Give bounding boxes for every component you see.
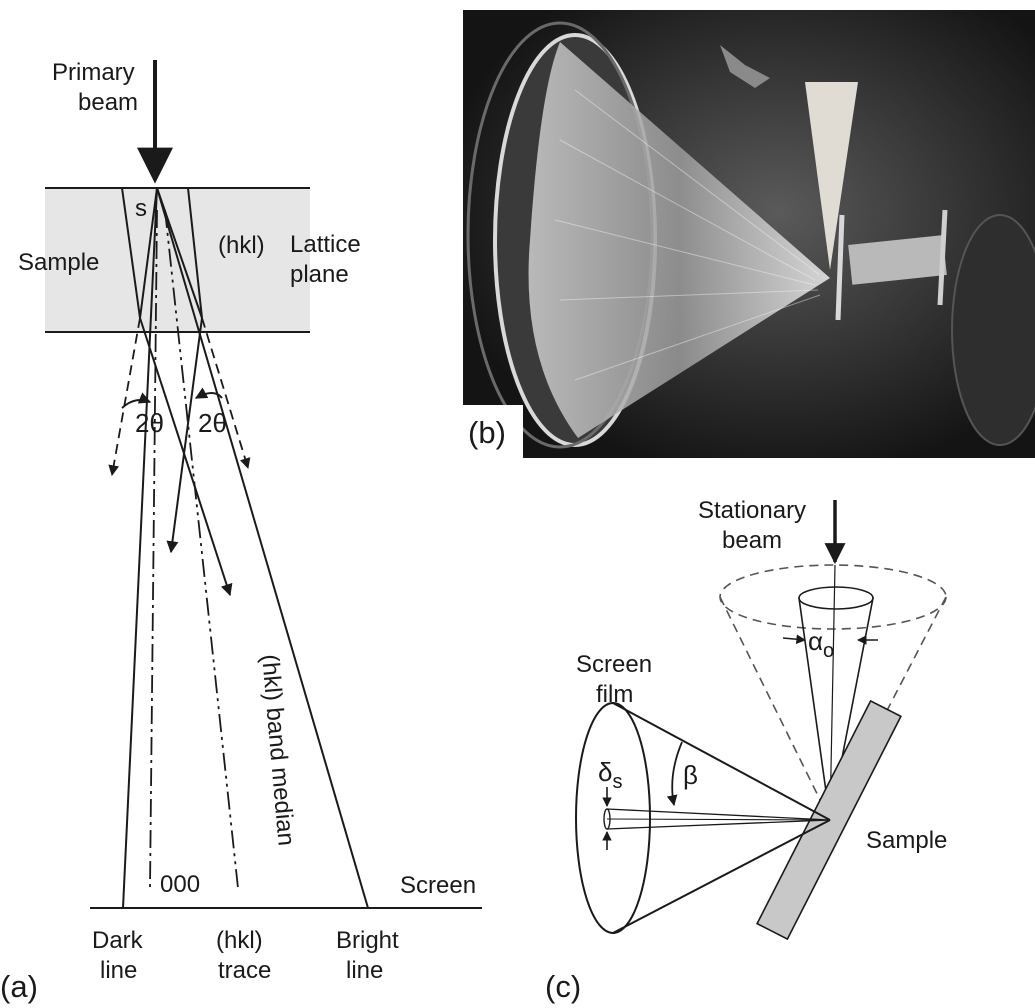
transmitted-ray-left (108, 317, 141, 477)
kikuchi-ray-a (139, 317, 233, 597)
two-theta-arc-right (194, 387, 223, 399)
panel-c: Stationary beam αo Sample δs (545, 497, 947, 1004)
bright-line-label-line1: Bright (336, 927, 399, 954)
screen-label: Screen (400, 872, 476, 899)
photo-right-disc (951, 214, 1035, 446)
photo-holder-plate-left (835, 214, 845, 321)
panel-b-photograph: (b) (463, 10, 1035, 458)
film-axis (606, 818, 831, 821)
beta-arc (666, 741, 683, 807)
two-theta-right-label: 2θ (198, 408, 227, 438)
panel-a-label: (a) (0, 969, 38, 1004)
outer-dashed-cone-right (829, 596, 947, 821)
hkl-trace-label-line2: trace (218, 957, 271, 984)
screen-film-label-line2: film (596, 681, 633, 708)
sample-label: Sample (18, 249, 99, 276)
lattice-plane-left-trace (121, 187, 141, 319)
two-theta-arc-left (121, 392, 152, 409)
lattice-plane-right-trace (187, 187, 203, 319)
sample-label-c: Sample (866, 827, 947, 854)
outer-dashed-cone-left (719, 596, 831, 821)
alpha-arrow-left (782, 634, 806, 644)
beta-label: β (683, 760, 698, 790)
ray-to-dark-line (122, 187, 158, 909)
panel-a: Primary beam s Sample (hkl) Lattice plan… (0, 59, 482, 1004)
alpha-label: αo (808, 626, 834, 662)
band-median-label: (hkl) band median (256, 653, 300, 847)
two-theta-left-label: 2θ (135, 408, 164, 438)
photo-beam-cone (805, 82, 858, 270)
outer-dashed-cone-rim (719, 564, 947, 630)
stationary-beam-label-line2: beam (722, 527, 782, 554)
photo-sample-holder (848, 235, 947, 285)
dark-line-label-line1: Dark (92, 927, 144, 954)
cross-ray-right (156, 187, 203, 319)
transmitted-ray-right (201, 317, 251, 470)
direct-spot-label: 000 (160, 871, 200, 898)
cross-ray-left (139, 187, 158, 319)
ray-to-bright-line (156, 187, 369, 909)
dark-line-label-line2: line (100, 957, 137, 984)
photo-holder-plate-right (937, 209, 948, 306)
direct-beam-line (149, 209, 158, 889)
film-inner-cone-bottom (606, 819, 831, 830)
kikuchi-ray-b (166, 317, 203, 554)
film-inner-cone-top (606, 808, 831, 821)
stationary-beam-label-line1: Stationary (698, 497, 806, 524)
lattice-plane-label-line2: plane (290, 261, 349, 288)
photo-top-fixture (720, 45, 770, 88)
screen-film-label-line1: Screen (576, 651, 652, 678)
photo-cone-texture (554, 89, 821, 381)
inner-cone-rim (798, 586, 874, 610)
primary-beam-label-line1: Primary (52, 59, 135, 86)
screen-film-ellipse (575, 702, 651, 934)
film-cone-bottom (612, 819, 831, 934)
primary-beam-label-line2: beam (78, 89, 138, 116)
lattice-plane-label-line1: Lattice (290, 231, 361, 258)
bright-line-label-line2: line (346, 957, 383, 984)
photo-light-cone (528, 42, 830, 438)
hkl-trace-label-line1: (hkl) (216, 927, 263, 954)
hkl-plane-label: (hkl) (218, 232, 265, 259)
scattering-point-label: s (135, 195, 147, 222)
delta-label: δs (598, 757, 622, 793)
panel-c-label: (c) (545, 969, 581, 1004)
panel-b-label: (b) (468, 415, 506, 450)
panel-b-label-box (463, 405, 523, 458)
film-cone-top (612, 702, 831, 821)
